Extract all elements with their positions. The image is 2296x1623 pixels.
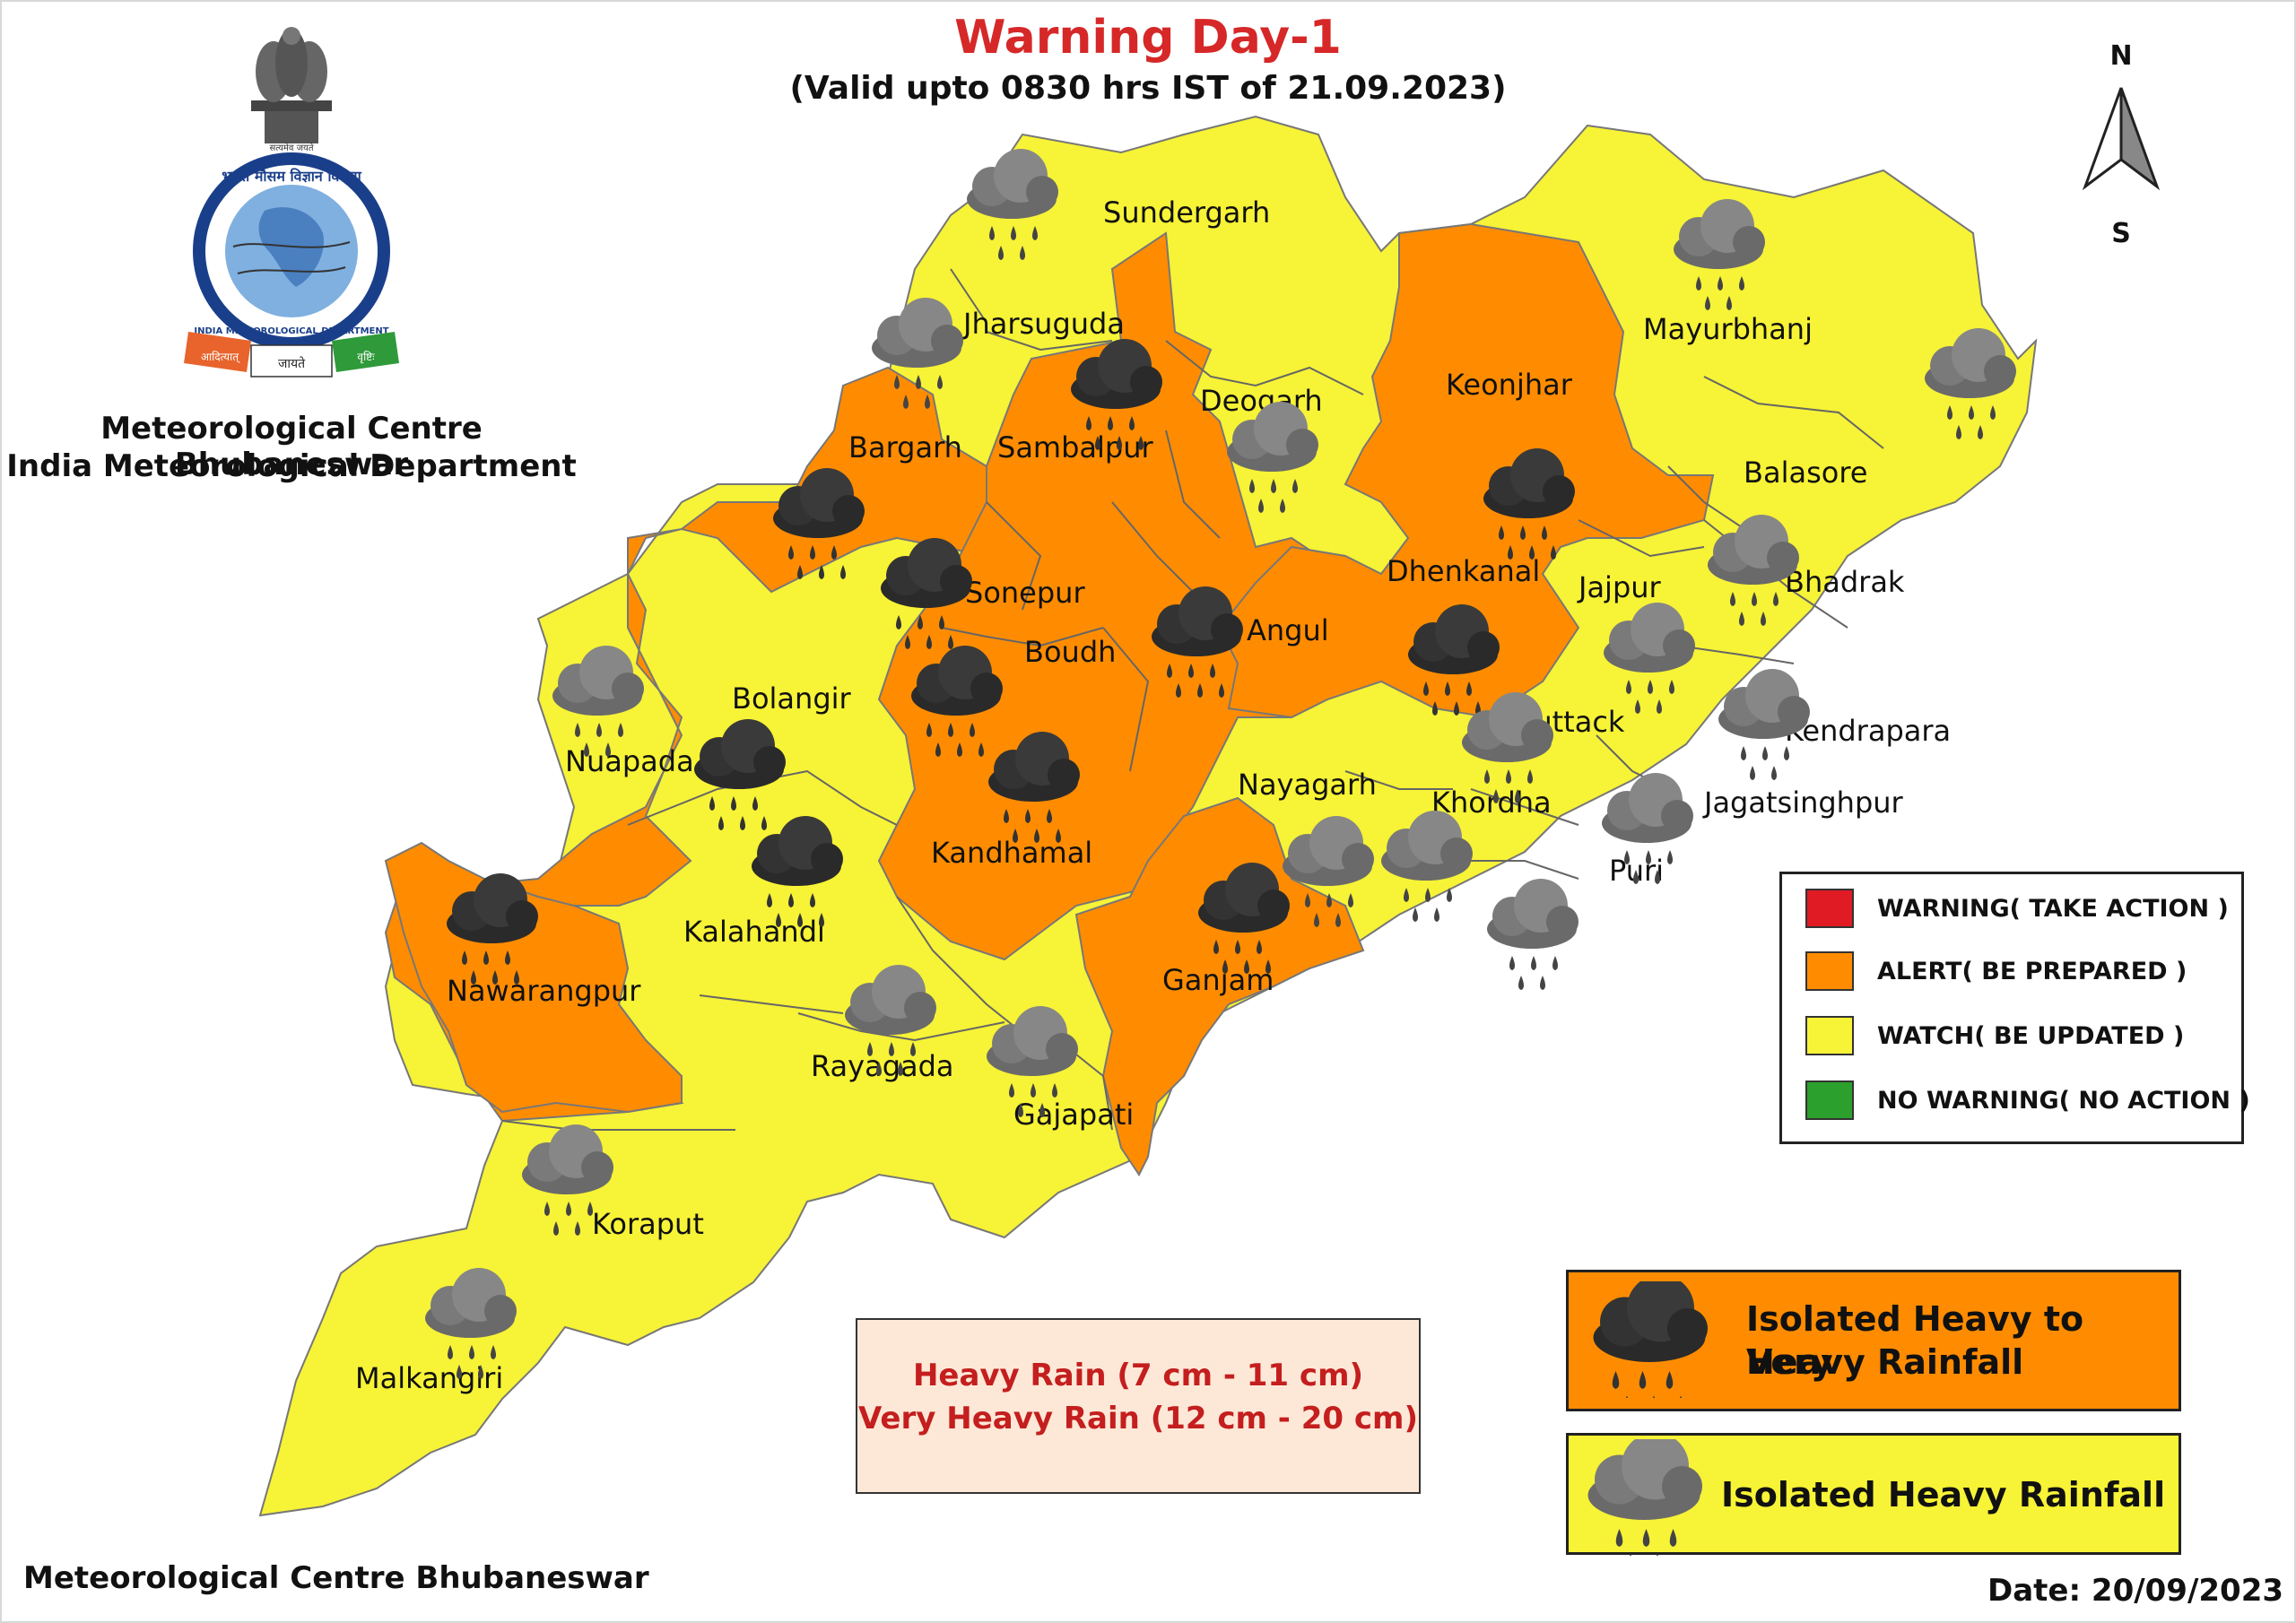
- org-name-line2: India Meteorological Department: [6, 448, 577, 484]
- ashoka-emblem-icon: [251, 27, 332, 143]
- footer-org-name: Meteorological Centre Bhubaneswar: [23, 1560, 649, 1596]
- label-nawarangpur: Nawarangpur: [447, 974, 641, 1008]
- svg-text:भारत मौसम विज्ञान विभाग: भारत मौसम विज्ञान विभाग: [222, 168, 362, 185]
- imd-seal-icon: भारत मौसम विज्ञान विभाग INDIA METEOROLOG…: [193, 152, 390, 350]
- imd-logo: सत्यमेव जयते भारत मौसम विज्ञान विभाग IND…: [184, 27, 399, 378]
- label-jagatsinghpur: Jagatsinghpur: [1702, 785, 1904, 820]
- label-khordha: Khordha: [1431, 785, 1552, 820]
- legend-swatch-watch: [1805, 1016, 1854, 1055]
- legend-label-alert: ALERT( BE PREPARED ): [1877, 957, 2187, 985]
- label-jharsuguda: Jharsuguda: [961, 307, 1125, 341]
- heavy-rain-range: Heavy Rain (7 cm - 11 cm): [912, 1358, 1364, 1393]
- alert-zone-north-east: [1218, 222, 1715, 719]
- alert-zone-south: [1074, 796, 1365, 1176]
- label-kendrapara: Kendrapara: [1785, 714, 1951, 748]
- svg-text:जायते: जायते: [278, 356, 306, 371]
- label-bhadrak: Bhadrak: [1785, 565, 1905, 599]
- very-heavy-label-line2: Heavy Rainfall: [1746, 1342, 2024, 1382]
- label-kalahandi: Kalahandi: [683, 915, 825, 949]
- label-balasore: Balasore: [1744, 456, 1867, 490]
- very-heavy-label-line1: Isolated Heavy to Very: [1746, 1299, 2084, 1382]
- rainfall-scale-box: Heavy Rain (7 cm - 11 cm) Very Heavy Rai…: [856, 1318, 1421, 1494]
- label-malkangiri: Malkangiri: [355, 1361, 503, 1395]
- label-koraput: Koraput: [592, 1207, 704, 1241]
- label-ganjam: Ganjam: [1162, 963, 1274, 997]
- south-label: S: [2111, 218, 2131, 249]
- label-boudh: Boudh: [1024, 635, 1116, 669]
- north-label: N: [2109, 40, 2132, 72]
- issue-date: Date: 20/09/2023: [1987, 1573, 2284, 1609]
- rain-cloud-icon-puri: [1487, 879, 1578, 990]
- legend-swatch-alert: [1805, 951, 1854, 991]
- north-arrow-icon: N S: [2082, 40, 2161, 249]
- legend-item-alert: ALERT( BE PREPARED ): [1805, 950, 2187, 993]
- legend-label-warning: WARNING( TAKE ACTION ): [1877, 894, 2229, 923]
- district-labels: Sundergarh Jharsuguda Deogarh Keonjhar M…: [355, 195, 1951, 1395]
- legend-item-no-warning: NO WARNING( NO ACTION ): [1805, 1079, 2250, 1122]
- legend-item-watch: WATCH( BE UPDATED ): [1805, 1014, 2184, 1057]
- warning-legend: WARNING( TAKE ACTION ) ALERT( BE PREPARE…: [1779, 872, 2250, 1144]
- label-bargarh: Bargarh: [848, 430, 962, 464]
- label-keonjhar: Keonjhar: [1446, 368, 1573, 402]
- label-sundergarh: Sundergarh: [1103, 195, 1270, 230]
- label-kandhamal: Kandhamal: [931, 836, 1092, 870]
- label-nayagarh: Nayagarh: [1238, 768, 1377, 802]
- validity-subtitle: (Valid upto 0830 hrs IST of 21.09.2023): [789, 70, 1507, 107]
- legend-item-warning: WARNING( TAKE ACTION ): [1805, 887, 2229, 930]
- label-mayurbhanj: Mayurbhanj: [1643, 312, 1813, 346]
- legend-label-watch: WATCH( BE UPDATED ): [1877, 1021, 2185, 1050]
- label-sonepur: Sonepur: [965, 576, 1085, 610]
- label-dhenkanal: Dhenkanal: [1387, 554, 1540, 588]
- satyameva-text: सत्यमेव जयते: [269, 143, 313, 153]
- legend-swatch-no-warning: [1805, 1081, 1854, 1120]
- heavy-rain-cloud-icon: [1587, 1439, 1702, 1556]
- label-gajapati: Gajapati: [1013, 1098, 1134, 1132]
- org-name-line1: Meteorological Centre Bhubaneswar: [100, 411, 483, 482]
- legend-swatch-warning: [1805, 889, 1854, 928]
- symbol-legend-very-heavy: Isolated Heavy to Very Heavy Rainfall: [1566, 1270, 2181, 1411]
- legend-label-no-warning: NO WARNING( NO ACTION ): [1877, 1086, 2250, 1115]
- label-bolangir: Bolangir: [732, 681, 852, 716]
- svg-text:INDIA METEOROLOGICAL DEPARTMEN: INDIA METEOROLOGICAL DEPARTMENT: [194, 326, 388, 336]
- svg-text:आदित्यात्: आदित्यात्: [201, 351, 240, 364]
- svg-text:वृष्टिः: वृष्टिः: [357, 351, 375, 364]
- page-title: Warning Day-1: [954, 11, 1342, 65]
- motto-ribbon-icon: आदित्यात् जायते वृष्टिः: [184, 332, 399, 378]
- label-jajpur: Jajpur: [1577, 570, 1662, 604]
- symbol-legend-heavy: Isolated Heavy Rainfall: [1566, 1433, 2181, 1556]
- label-rayagada: Rayagada: [811, 1049, 954, 1083]
- very-heavy-rain-cloud-icon: [1593, 1281, 1708, 1398]
- label-angul: Angul: [1247, 613, 1329, 647]
- heavy-label: Isolated Heavy Rainfall: [1721, 1475, 2166, 1515]
- label-sambalpur: Sambalpur: [997, 430, 1154, 464]
- very-heavy-rain-range: Very Heavy Rain (12 cm - 20 cm): [857, 1401, 1419, 1436]
